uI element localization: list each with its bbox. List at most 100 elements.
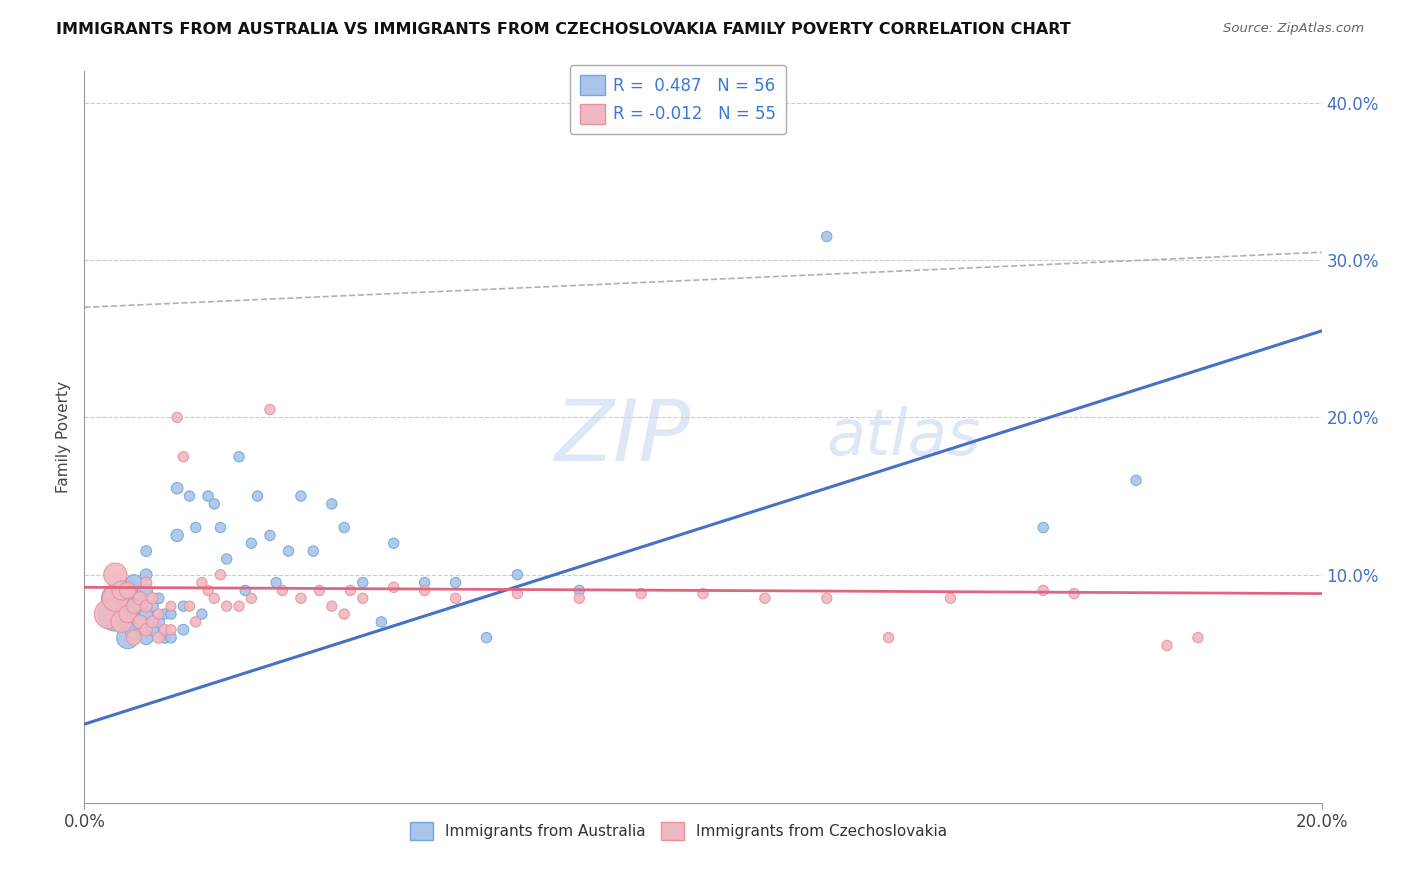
Point	[1187, 631, 1209, 645]
Point	[290, 489, 312, 503]
Point	[1032, 583, 1054, 598]
Point	[110, 599, 132, 614]
Point	[352, 575, 374, 590]
Point	[277, 544, 299, 558]
Point	[148, 615, 170, 629]
Point	[160, 631, 183, 645]
Point	[184, 520, 207, 534]
Point	[179, 599, 201, 614]
Point	[191, 575, 214, 590]
Point	[475, 631, 498, 645]
Point	[104, 607, 127, 621]
Point	[1156, 639, 1178, 653]
Point	[815, 591, 838, 606]
Point	[568, 591, 591, 606]
Point	[630, 586, 652, 600]
Point	[209, 567, 232, 582]
Point	[166, 481, 188, 495]
Point	[444, 591, 467, 606]
Point	[148, 591, 170, 606]
Point	[104, 591, 127, 606]
Point	[172, 450, 194, 464]
Point	[382, 580, 405, 594]
Point	[568, 583, 591, 598]
Point	[129, 615, 152, 629]
Point	[110, 583, 132, 598]
Point	[240, 591, 263, 606]
Point	[228, 599, 250, 614]
Point	[153, 607, 176, 621]
Point	[184, 615, 207, 629]
Point	[135, 544, 157, 558]
Point	[215, 552, 238, 566]
Point	[160, 623, 183, 637]
Y-axis label: Family Poverty: Family Poverty	[56, 381, 72, 493]
Point	[141, 623, 163, 637]
Point	[209, 520, 232, 534]
Point	[370, 615, 392, 629]
Point	[413, 575, 436, 590]
Point	[104, 567, 127, 582]
Point	[148, 631, 170, 645]
Point	[246, 489, 269, 503]
Point	[122, 599, 145, 614]
Point	[308, 583, 330, 598]
Point	[160, 599, 183, 614]
Point	[160, 607, 183, 621]
Text: IMMIGRANTS FROM AUSTRALIA VS IMMIGRANTS FROM CZECHOSLOVAKIA FAMILY POVERTY CORRE: IMMIGRANTS FROM AUSTRALIA VS IMMIGRANTS …	[56, 22, 1071, 37]
Point	[264, 575, 287, 590]
Point	[172, 623, 194, 637]
Point	[754, 591, 776, 606]
Point	[122, 631, 145, 645]
Point	[148, 607, 170, 621]
Point	[202, 497, 225, 511]
Point	[135, 623, 157, 637]
Point	[202, 591, 225, 606]
Point	[228, 450, 250, 464]
Point	[240, 536, 263, 550]
Point	[233, 583, 256, 598]
Point	[117, 583, 139, 598]
Point	[129, 615, 152, 629]
Point	[352, 591, 374, 606]
Text: ZIP: ZIP	[554, 395, 690, 479]
Point	[153, 631, 176, 645]
Point	[117, 583, 139, 598]
Point	[117, 607, 139, 621]
Point	[122, 599, 145, 614]
Point	[135, 631, 157, 645]
Point	[166, 410, 188, 425]
Point	[877, 631, 900, 645]
Point	[122, 575, 145, 590]
Point	[129, 591, 152, 606]
Point	[191, 607, 214, 621]
Point	[939, 591, 962, 606]
Point	[141, 599, 163, 614]
Point	[333, 607, 356, 621]
Point	[259, 402, 281, 417]
Point	[1063, 586, 1085, 600]
Point	[122, 623, 145, 637]
Text: Source: ZipAtlas.com: Source: ZipAtlas.com	[1223, 22, 1364, 36]
Point	[215, 599, 238, 614]
Point	[135, 567, 157, 582]
Point	[110, 615, 132, 629]
Legend: Immigrants from Australia, Immigrants from Czechoslovakia: Immigrants from Australia, Immigrants fr…	[404, 815, 953, 847]
Point	[197, 489, 219, 503]
Point	[815, 229, 838, 244]
Point	[1125, 473, 1147, 487]
Text: atlas: atlas	[827, 406, 981, 468]
Point	[135, 583, 157, 598]
Point	[302, 544, 325, 558]
Point	[413, 583, 436, 598]
Point	[333, 520, 356, 534]
Point	[506, 567, 529, 582]
Point	[129, 591, 152, 606]
Point	[179, 489, 201, 503]
Point	[153, 623, 176, 637]
Point	[135, 599, 157, 614]
Point	[141, 615, 163, 629]
Point	[117, 631, 139, 645]
Point	[339, 583, 361, 598]
Point	[104, 591, 127, 606]
